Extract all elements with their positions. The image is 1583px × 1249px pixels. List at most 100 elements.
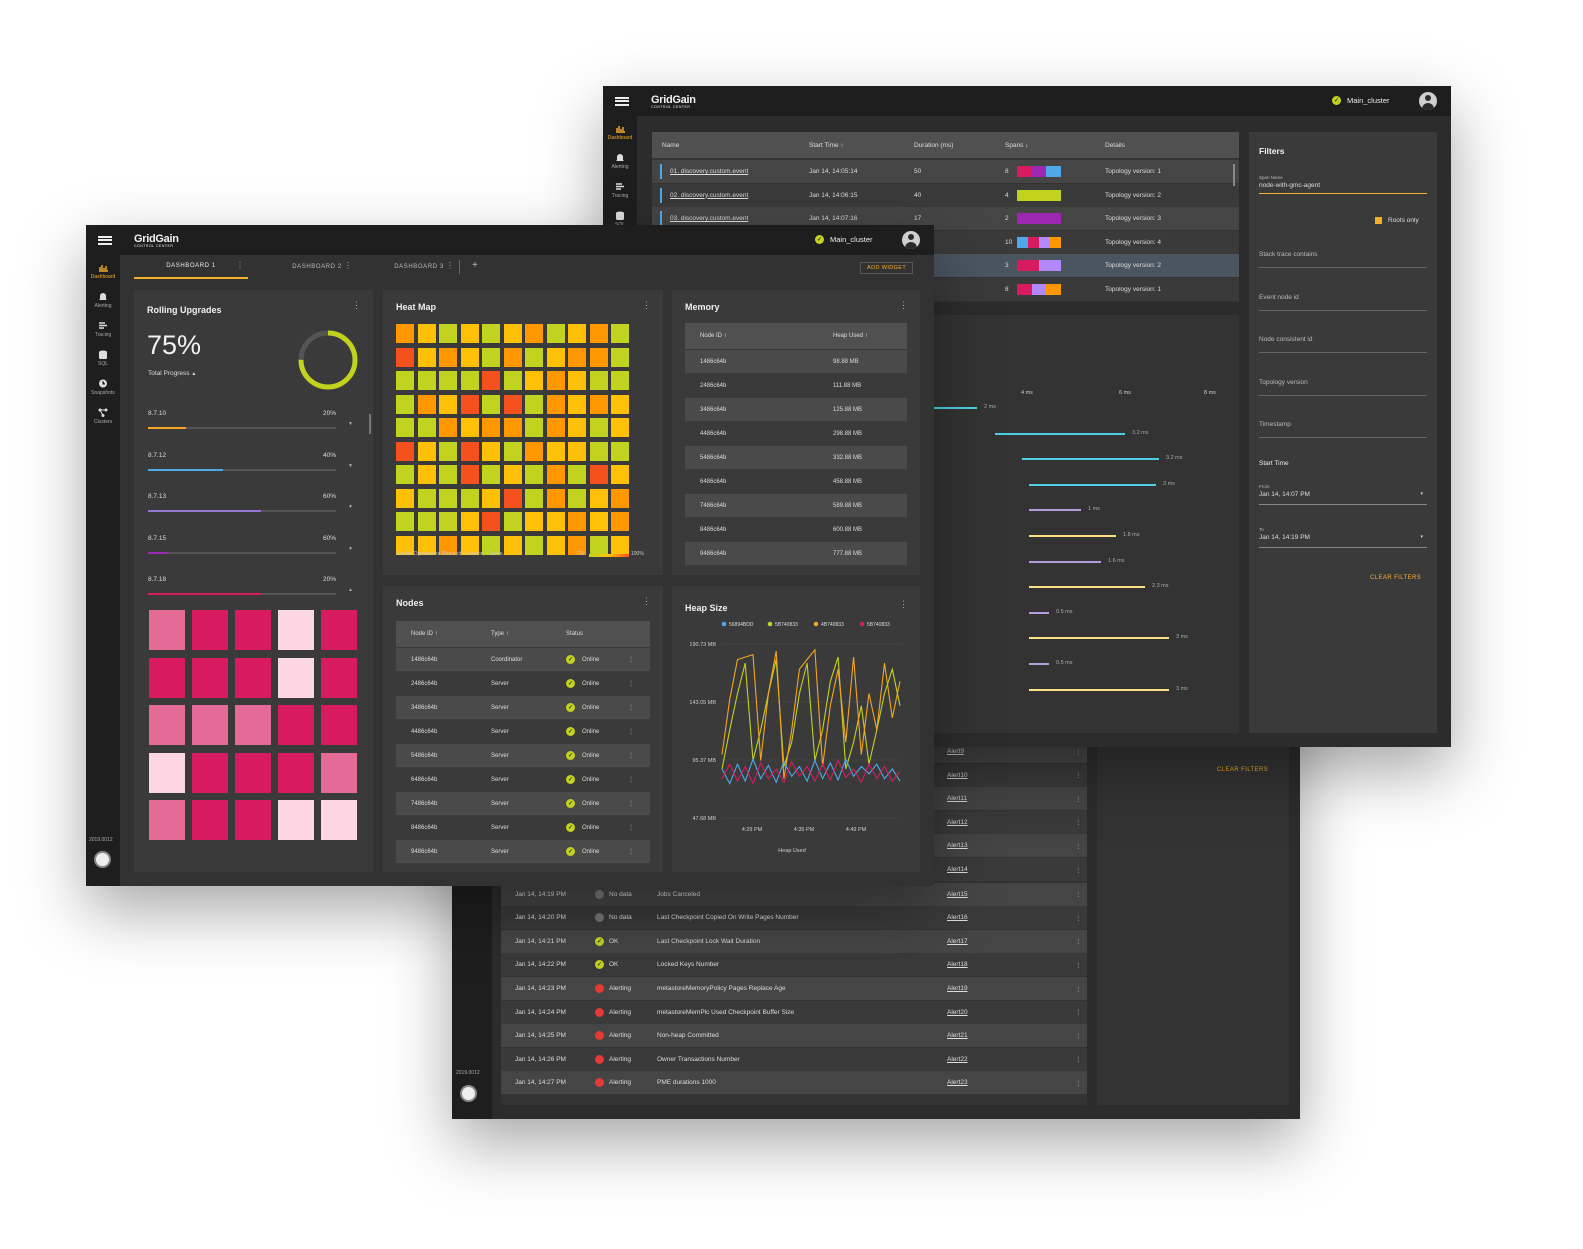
add-tab-icon[interactable]: + <box>472 260 478 271</box>
heat-cell[interactable] <box>568 394 586 414</box>
more-icon[interactable]: ⋮ <box>352 300 361 310</box>
memory-row[interactable]: 7486c64b 589.88 MB <box>685 494 907 517</box>
more-icon[interactable]: ⋮ <box>1075 1079 1082 1087</box>
alert-row[interactable]: Jan 14, 14:22 PM ✓ OK Locked Keys Number Ale… <box>501 953 1087 977</box>
node-tile[interactable] <box>235 705 271 745</box>
memory-row[interactable]: 3486c64b 125.88 MB <box>685 398 907 421</box>
memory-row[interactable]: 5486c64b 332.88 MB <box>685 446 907 469</box>
node-row[interactable]: 3486c64b Server ✓ Online ⋮ <box>396 696 650 719</box>
clear-filters-button[interactable]: CLEAR FILTERS <box>1370 575 1422 581</box>
heat-cell[interactable] <box>546 441 565 461</box>
more-icon[interactable]: ⋮ <box>1075 842 1082 850</box>
heat-cell[interactable] <box>611 324 629 343</box>
node-row[interactable]: 6486c64b Server ✓ Online ⋮ <box>396 768 650 791</box>
filter-event-node-id-input[interactable]: Event node id <box>1259 294 1427 311</box>
heat-cell[interactable] <box>439 535 457 555</box>
heat-cell[interactable] <box>589 441 608 461</box>
chevron-down-icon[interactable]: ▲ <box>348 587 353 593</box>
node-tile[interactable] <box>278 705 314 745</box>
heat-cell[interactable] <box>611 488 629 508</box>
heat-cell[interactable] <box>568 324 586 343</box>
span-line[interactable] <box>1029 535 1116 537</box>
heat-cell[interactable] <box>589 488 608 508</box>
heat-cell[interactable] <box>396 394 414 414</box>
col-start-time[interactable]: Start Time ↑ <box>809 141 844 149</box>
heat-cell[interactable] <box>503 488 522 508</box>
heat-cell[interactable] <box>482 465 500 484</box>
heat-cell[interactable] <box>396 465 414 484</box>
trace-row[interactable]: 03. discovery.custom.event Jan 14, 14:07:… <box>652 207 1239 230</box>
alert-link[interactable]: Alert18 <box>947 961 968 969</box>
heat-cell[interactable] <box>568 465 586 484</box>
tab-dashboard-2[interactable]: DASHBOARD 2 <box>272 255 362 279</box>
sidebar-item-tracing[interactable]: Tracing <box>603 182 637 199</box>
alert-link[interactable]: Alert15 <box>947 890 968 898</box>
heat-cell[interactable] <box>589 418 608 437</box>
node-tile[interactable] <box>149 610 185 650</box>
alert-row[interactable]: Jan 14, 14:26 PM Alerting Owner Transactio… <box>501 1047 1087 1071</box>
heat-cell[interactable] <box>417 394 436 414</box>
more-icon[interactable]: ⋮ <box>1075 819 1082 827</box>
filter-topology-version-input[interactable]: Topology version <box>1259 379 1427 396</box>
node-tile[interactable] <box>192 752 228 793</box>
more-icon[interactable]: ⋮ <box>642 300 651 310</box>
alert-row[interactable]: Jan 14, 14:21 PM ✓ OK Last Checkpoint Lock … <box>501 929 1087 953</box>
alert-link[interactable]: Alert11 <box>947 795 968 803</box>
node-tile[interactable] <box>235 752 271 793</box>
more-icon[interactable]: ⋮ <box>1075 1056 1082 1064</box>
heat-cell[interactable] <box>460 347 479 367</box>
more-icon[interactable]: ⋮ <box>1075 772 1082 780</box>
alert-link[interactable]: Alert10 <box>947 771 968 779</box>
alert-link[interactable]: Alert20 <box>947 1008 968 1016</box>
more-icon[interactable]: ⋮ <box>628 801 634 807</box>
span-name-input[interactable]: node-with-gmc-agent <box>1259 182 1427 194</box>
heat-cell[interactable] <box>589 394 608 414</box>
heat-cell[interactable] <box>460 441 479 461</box>
node-tile[interactable] <box>321 800 357 840</box>
col-node-id[interactable]: Node ID ↑ <box>700 333 727 339</box>
heat-cell[interactable] <box>546 512 565 531</box>
heat-cell[interactable] <box>525 371 543 390</box>
heat-cell[interactable] <box>503 465 522 484</box>
col-details[interactable]: Details <box>1105 141 1125 149</box>
chevron-down-icon[interactable]: ▼ <box>348 421 353 427</box>
heat-cell[interactable] <box>525 512 543 531</box>
more-icon[interactable]: ⋮ <box>899 599 908 609</box>
heat-cell[interactable] <box>503 394 522 414</box>
tracing-cluster-status[interactable]: ✓ Main_cluster <box>1332 96 1390 105</box>
span-line[interactable] <box>1029 483 1156 486</box>
node-tile[interactable] <box>278 752 314 793</box>
tracing-user-avatar[interactable] <box>1419 92 1437 110</box>
heat-cell[interactable] <box>482 371 500 390</box>
more-icon[interactable]: ⋮ <box>628 705 634 711</box>
from-select[interactable]: Jan 14, 14:07 PM ▾ <box>1259 491 1427 505</box>
heat-cell[interactable] <box>460 535 479 555</box>
span-line[interactable] <box>1029 688 1169 691</box>
heat-cell[interactable] <box>417 535 436 555</box>
heat-cell[interactable] <box>525 488 543 508</box>
trace-row[interactable]: 01. discovery.custom.event Jan 14, 14:05:… <box>652 160 1239 183</box>
alerts-clear-filters[interactable]: CLEAR FILTERS <box>1217 767 1269 773</box>
heat-cell[interactable] <box>460 394 479 414</box>
heat-cell[interactable] <box>546 324 565 343</box>
alert-link[interactable]: Alert16 <box>947 914 968 922</box>
heat-cell[interactable] <box>546 535 565 555</box>
alert-link[interactable]: Alert12 <box>947 818 968 826</box>
heat-cell[interactable] <box>611 347 629 367</box>
memory-row[interactable]: 1486c64b 98.88 MB <box>685 350 907 373</box>
heat-cell[interactable] <box>503 512 522 531</box>
sidebar-item-alerting[interactable]: Alerting <box>86 292 120 309</box>
filter-stack-trace-contains-input[interactable]: Stack trace contains <box>1259 251 1427 268</box>
heat-cell[interactable] <box>439 488 457 508</box>
more-icon[interactable]: ⋮ <box>899 300 908 310</box>
alert-row[interactable]: Jan 14, 14:23 PM Alerting metastoreMemoryP… <box>501 977 1087 1000</box>
heat-cell[interactable] <box>460 512 479 531</box>
heat-cell[interactable] <box>568 441 586 461</box>
alert-link[interactable]: Alert17 <box>947 937 968 945</box>
heat-cell[interactable] <box>439 324 457 343</box>
node-row[interactable]: 1486c64b Coordinator ✓ Online ⋮ <box>396 648 650 671</box>
heat-cell[interactable] <box>546 488 565 508</box>
heat-cell[interactable] <box>546 347 565 367</box>
more-icon[interactable]: ⋮ <box>344 261 352 270</box>
series-line-5b740833[interactable] <box>721 758 901 786</box>
